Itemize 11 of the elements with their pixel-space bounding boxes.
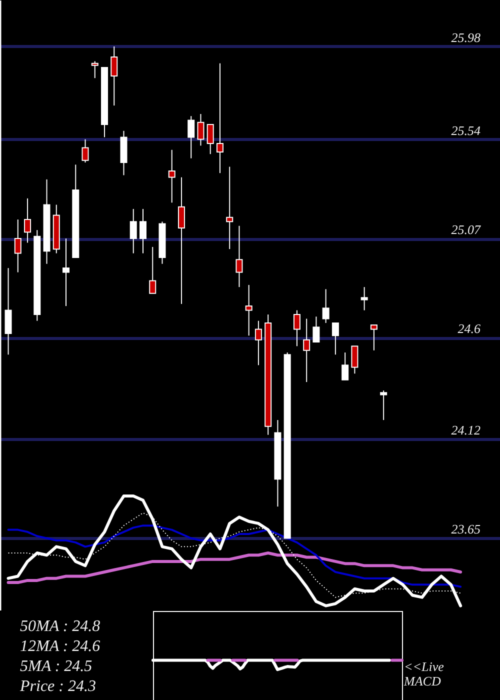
text: 50MA : 24.8 <box>20 618 100 635</box>
text: <<Live MACD <box>403 659 444 688</box>
y-tick-label: 25.98 <box>451 30 481 45</box>
y-tick-label: 24.6 <box>458 321 481 336</box>
y-tick-label: 24.12 <box>451 422 481 438</box>
text: 12MA : 24.6 <box>20 638 100 655</box>
y-tick-label: 23.65 <box>451 522 481 537</box>
y-tick-label: 25.07 <box>451 222 481 238</box>
text: Price : 24.3 <box>19 678 96 695</box>
text: 5MA : 24.5 <box>20 658 92 675</box>
y-tick-label: 25.54 <box>451 122 481 138</box>
